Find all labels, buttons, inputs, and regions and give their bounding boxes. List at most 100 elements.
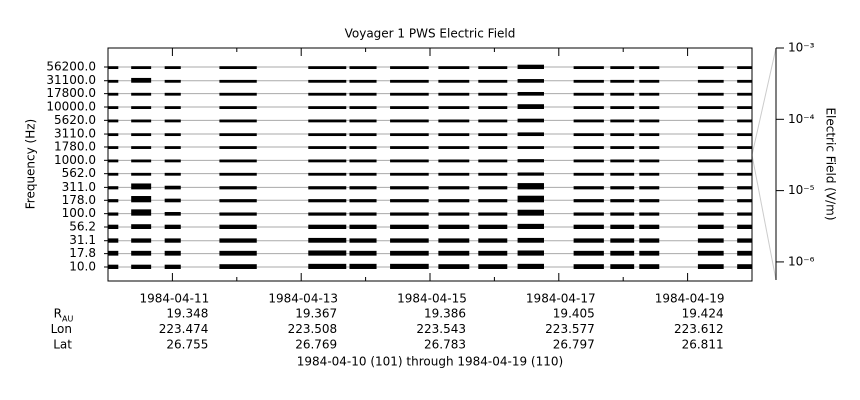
spectrum-bar bbox=[164, 79, 181, 83]
spectrum-bar bbox=[308, 119, 347, 123]
y-tick-label: 56.2 bbox=[69, 220, 96, 234]
spectrum-bar bbox=[478, 172, 508, 176]
spectrum-bar bbox=[697, 264, 724, 269]
spectrum-bar bbox=[308, 79, 347, 83]
spectrum-bar bbox=[108, 66, 119, 70]
spectrum-bar bbox=[697, 119, 724, 123]
spectrum-bar bbox=[639, 238, 660, 243]
spectrum-bar bbox=[697, 106, 724, 109]
spectrum-bar bbox=[639, 106, 660, 109]
spectrum-bar bbox=[478, 66, 508, 70]
spectrum-bar bbox=[390, 172, 429, 176]
spectrum-bar bbox=[639, 92, 660, 96]
spectrum-bar bbox=[308, 212, 347, 216]
spectrum-bar bbox=[349, 106, 377, 109]
spectrum-bar bbox=[131, 196, 152, 203]
spectrum-bar bbox=[438, 172, 470, 176]
spectrum-bar bbox=[573, 159, 604, 163]
spectrum-bar bbox=[610, 119, 635, 123]
spectrum-bar bbox=[697, 199, 724, 203]
spectrum-bar bbox=[349, 199, 377, 203]
spectrum-bar bbox=[108, 119, 119, 123]
spectrum-bar bbox=[737, 106, 752, 109]
spectrum-bar bbox=[108, 79, 119, 83]
spectrum-bar bbox=[573, 66, 604, 70]
spectrum-bar bbox=[639, 172, 660, 176]
y-tick-label: 31100.0 bbox=[46, 73, 96, 87]
y-tick-label: 3110.0 bbox=[54, 127, 96, 141]
spectrum-bar bbox=[390, 224, 429, 230]
ephemeris-value: 19.348 bbox=[166, 307, 208, 321]
spectrum-bar bbox=[349, 159, 377, 163]
spectrum-bar bbox=[517, 118, 544, 123]
spectrum-bar bbox=[349, 146, 377, 149]
spectrum-bar bbox=[610, 159, 635, 163]
ephemeris-value: 26.811 bbox=[682, 338, 724, 352]
spectrum-bar bbox=[390, 92, 429, 96]
spectrum-bar bbox=[610, 250, 635, 256]
spectrum-bar bbox=[573, 146, 604, 149]
spectrum-bar bbox=[697, 172, 724, 176]
spectrum-bar bbox=[349, 92, 377, 96]
ephemeris-value: 223.474 bbox=[159, 322, 209, 336]
spectrum-bar bbox=[164, 198, 181, 203]
spectrum-bar bbox=[517, 172, 544, 176]
ephemeris-value: 26.797 bbox=[553, 338, 595, 352]
spectrum-bar bbox=[219, 238, 257, 243]
spectrum-bar bbox=[108, 212, 119, 216]
spectrum-bar bbox=[349, 119, 377, 123]
spectrum-bar bbox=[517, 104, 544, 109]
x-tick-label: 1984-04-11 bbox=[140, 292, 210, 306]
spectrum-bar bbox=[164, 159, 181, 163]
spectrum-bar bbox=[737, 159, 752, 163]
spectrum-bar bbox=[390, 250, 429, 256]
spectrum-bar bbox=[164, 172, 181, 176]
spectrum-bar bbox=[390, 146, 429, 149]
spectrum-bar bbox=[737, 238, 752, 243]
spectrum-bar bbox=[308, 199, 347, 203]
spectrum-bar bbox=[610, 133, 635, 137]
spectrum-bar bbox=[573, 250, 604, 256]
spectrum-bar bbox=[390, 263, 429, 269]
spectrum-bar bbox=[478, 199, 508, 203]
ephemeris-label: Lon bbox=[51, 322, 72, 336]
spectrum-bar bbox=[517, 146, 544, 149]
spectrum-bar bbox=[438, 212, 470, 216]
spectrum-bar bbox=[737, 66, 752, 70]
spectrum-bar bbox=[639, 79, 660, 83]
ephemeris-value: 19.386 bbox=[424, 307, 466, 321]
spectrum-bar bbox=[639, 66, 660, 70]
x-tick-label: 1984-04-19 bbox=[655, 292, 725, 306]
spectrum-bar bbox=[610, 79, 635, 83]
spectrum-bar bbox=[349, 263, 377, 269]
spectrum-bar bbox=[108, 172, 119, 176]
spectrum-bar bbox=[308, 66, 347, 70]
y-tick-label: 1000.0 bbox=[54, 153, 96, 167]
y2-tick-label: 10⁻³ bbox=[788, 41, 815, 55]
spectrum-bar bbox=[517, 91, 544, 96]
spectrum-bar bbox=[517, 159, 544, 163]
spectrum-bar bbox=[478, 159, 508, 163]
spectrum-bar bbox=[478, 92, 508, 96]
spectrum-bar bbox=[737, 264, 752, 269]
spectrum-bar bbox=[737, 146, 752, 149]
spectrum-bar bbox=[573, 186, 604, 190]
spectrum-bar bbox=[639, 119, 660, 123]
spectrum-bar bbox=[219, 79, 257, 83]
spectrum-bar bbox=[737, 119, 752, 123]
y-tick-label: 10.0 bbox=[69, 259, 96, 273]
spectrum-bar bbox=[639, 146, 660, 149]
spectrum-bar bbox=[219, 146, 257, 149]
x-tick-label: 1984-04-17 bbox=[526, 292, 596, 306]
ephemeris-value: 223.543 bbox=[416, 322, 466, 336]
spectrum-bar bbox=[131, 66, 152, 70]
y2-tick-label: 10⁻⁵ bbox=[788, 183, 815, 197]
spectrum-bar bbox=[517, 79, 544, 83]
spectrum-bar bbox=[517, 250, 544, 256]
spectrum-bar bbox=[219, 172, 257, 176]
spectrum-bar bbox=[131, 92, 152, 96]
spectrum-bar bbox=[478, 146, 508, 149]
spectrum-bar bbox=[639, 224, 660, 230]
spectrum-bar bbox=[610, 238, 635, 243]
spectrum-bar bbox=[639, 159, 660, 163]
